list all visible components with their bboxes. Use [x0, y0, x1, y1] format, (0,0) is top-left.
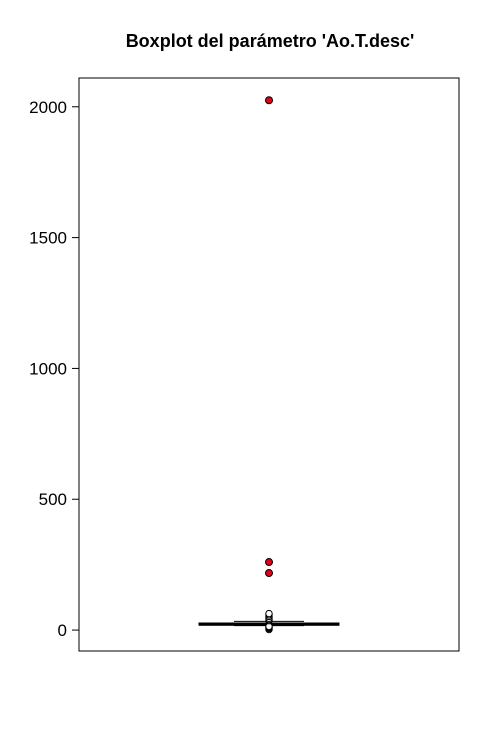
y-tick-label: 1500 [29, 229, 67, 248]
plot-frame [78, 77, 460, 652]
outlier-point [265, 609, 273, 618]
y-tick-label: 500 [39, 490, 67, 509]
y-tick-label: 1000 [29, 359, 67, 378]
outliers [265, 96, 273, 634]
outlier-point-highlighted [265, 96, 273, 105]
y-tick-label: 0 [58, 621, 67, 640]
outlier-point-highlighted [265, 569, 273, 578]
chart-title: Boxplot del parámetro 'Ao.T.desc' [126, 31, 415, 51]
outlier-point-highlighted [265, 558, 273, 567]
y-axis: 0 500 1000 1500 2000 [29, 98, 79, 640]
y-tick-label: 2000 [29, 98, 67, 117]
